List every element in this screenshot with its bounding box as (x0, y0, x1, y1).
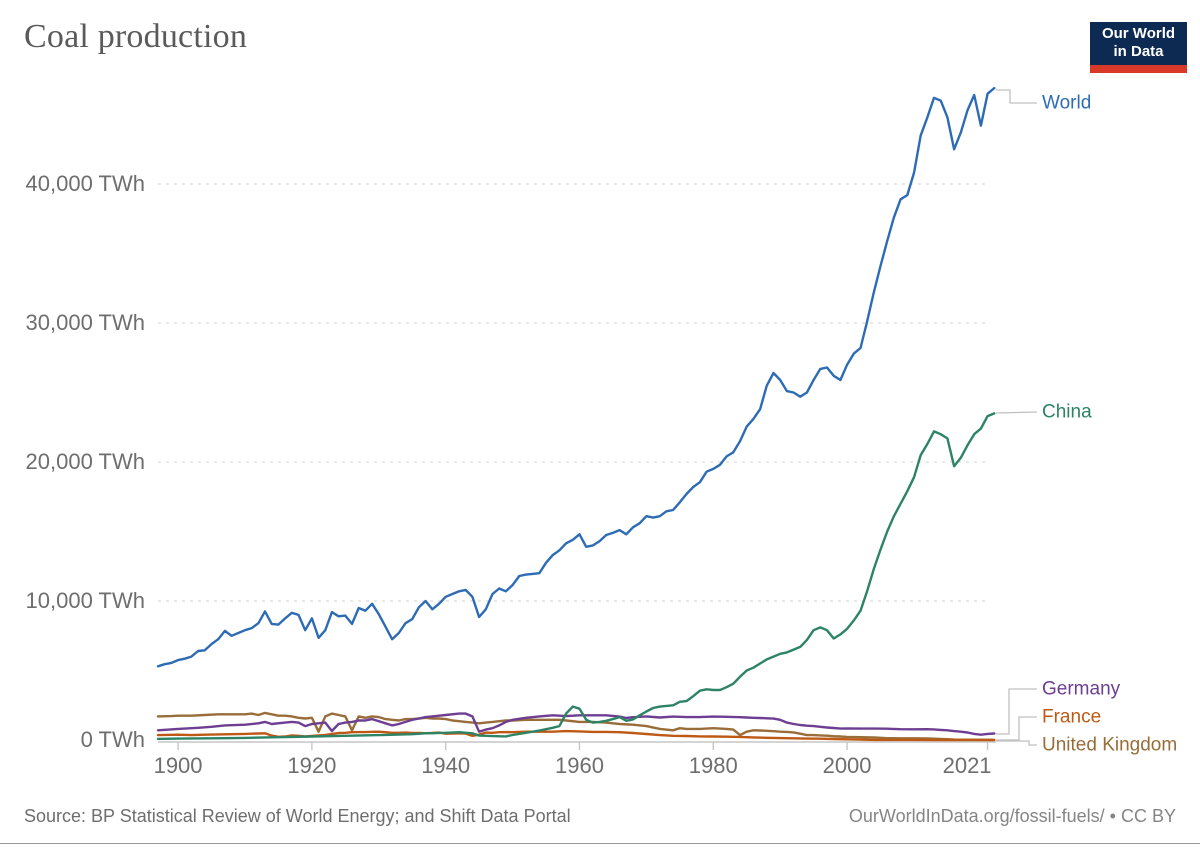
owid-logo[interactable]: Our World in Data (1090, 22, 1187, 73)
owid-logo-line1: Our World (1101, 25, 1176, 42)
series-label-germany[interactable]: Germany (1042, 678, 1121, 700)
y-axis-tick-label: 10,000 TWh (26, 588, 145, 613)
y-axis-tick-label: 30,000 TWh (26, 310, 145, 335)
series-line-united-kingdom[interactable] (156, 711, 996, 742)
chart-footer: Source: BP Statistical Review of World E… (24, 806, 1176, 827)
label-connector (996, 89, 1037, 104)
owid-logo-line2: in Data (1113, 43, 1164, 60)
label-connector (996, 740, 1037, 746)
series-line-china[interactable] (156, 412, 996, 741)
x-axis-tick-label: 1960 (555, 753, 604, 778)
series-line-world[interactable] (156, 86, 996, 668)
attribution-text: OurWorldInData.org/fossil-fuels/ • CC BY (848, 806, 1176, 826)
x-axis-tick-label: 1920 (287, 753, 336, 778)
label-connector (996, 716, 1037, 741)
x-axis-tick-label: 2000 (823, 753, 872, 778)
series-label-world[interactable]: World (1042, 92, 1092, 114)
chart-canvas[interactable]: 0 TWh 10,000 TWh 20,000 TWh 30,000 TWh 40,00… (0, 0, 1200, 800)
x-axis-tick-label: 1940 (421, 753, 470, 778)
series-line-france[interactable] (156, 729, 996, 742)
page-title: Coal production (24, 18, 248, 55)
y-axis-tick-label: 0 TWh (81, 727, 145, 752)
label-connector (996, 688, 1037, 735)
source-text: Source: BP Statistical Review of World E… (24, 806, 571, 826)
bottom-divider (0, 843, 1200, 844)
x-axis-tick-label: 2021 (943, 753, 992, 778)
label-connector (995, 411, 1038, 414)
y-axis-tick-label: 40,000 TWh (26, 171, 145, 196)
x-axis-tick-label: 1980 (689, 753, 738, 778)
y-axis-tick-label: 20,000 TWh (26, 449, 145, 474)
x-axis-tick-label: 1900 (154, 753, 203, 778)
series-label-united-kingdom[interactable]: United Kingdom (1042, 734, 1178, 756)
series-label-france[interactable]: France (1042, 706, 1102, 728)
series-label-china[interactable]: China (1042, 401, 1092, 423)
owid-logo-redbar (1090, 65, 1187, 73)
